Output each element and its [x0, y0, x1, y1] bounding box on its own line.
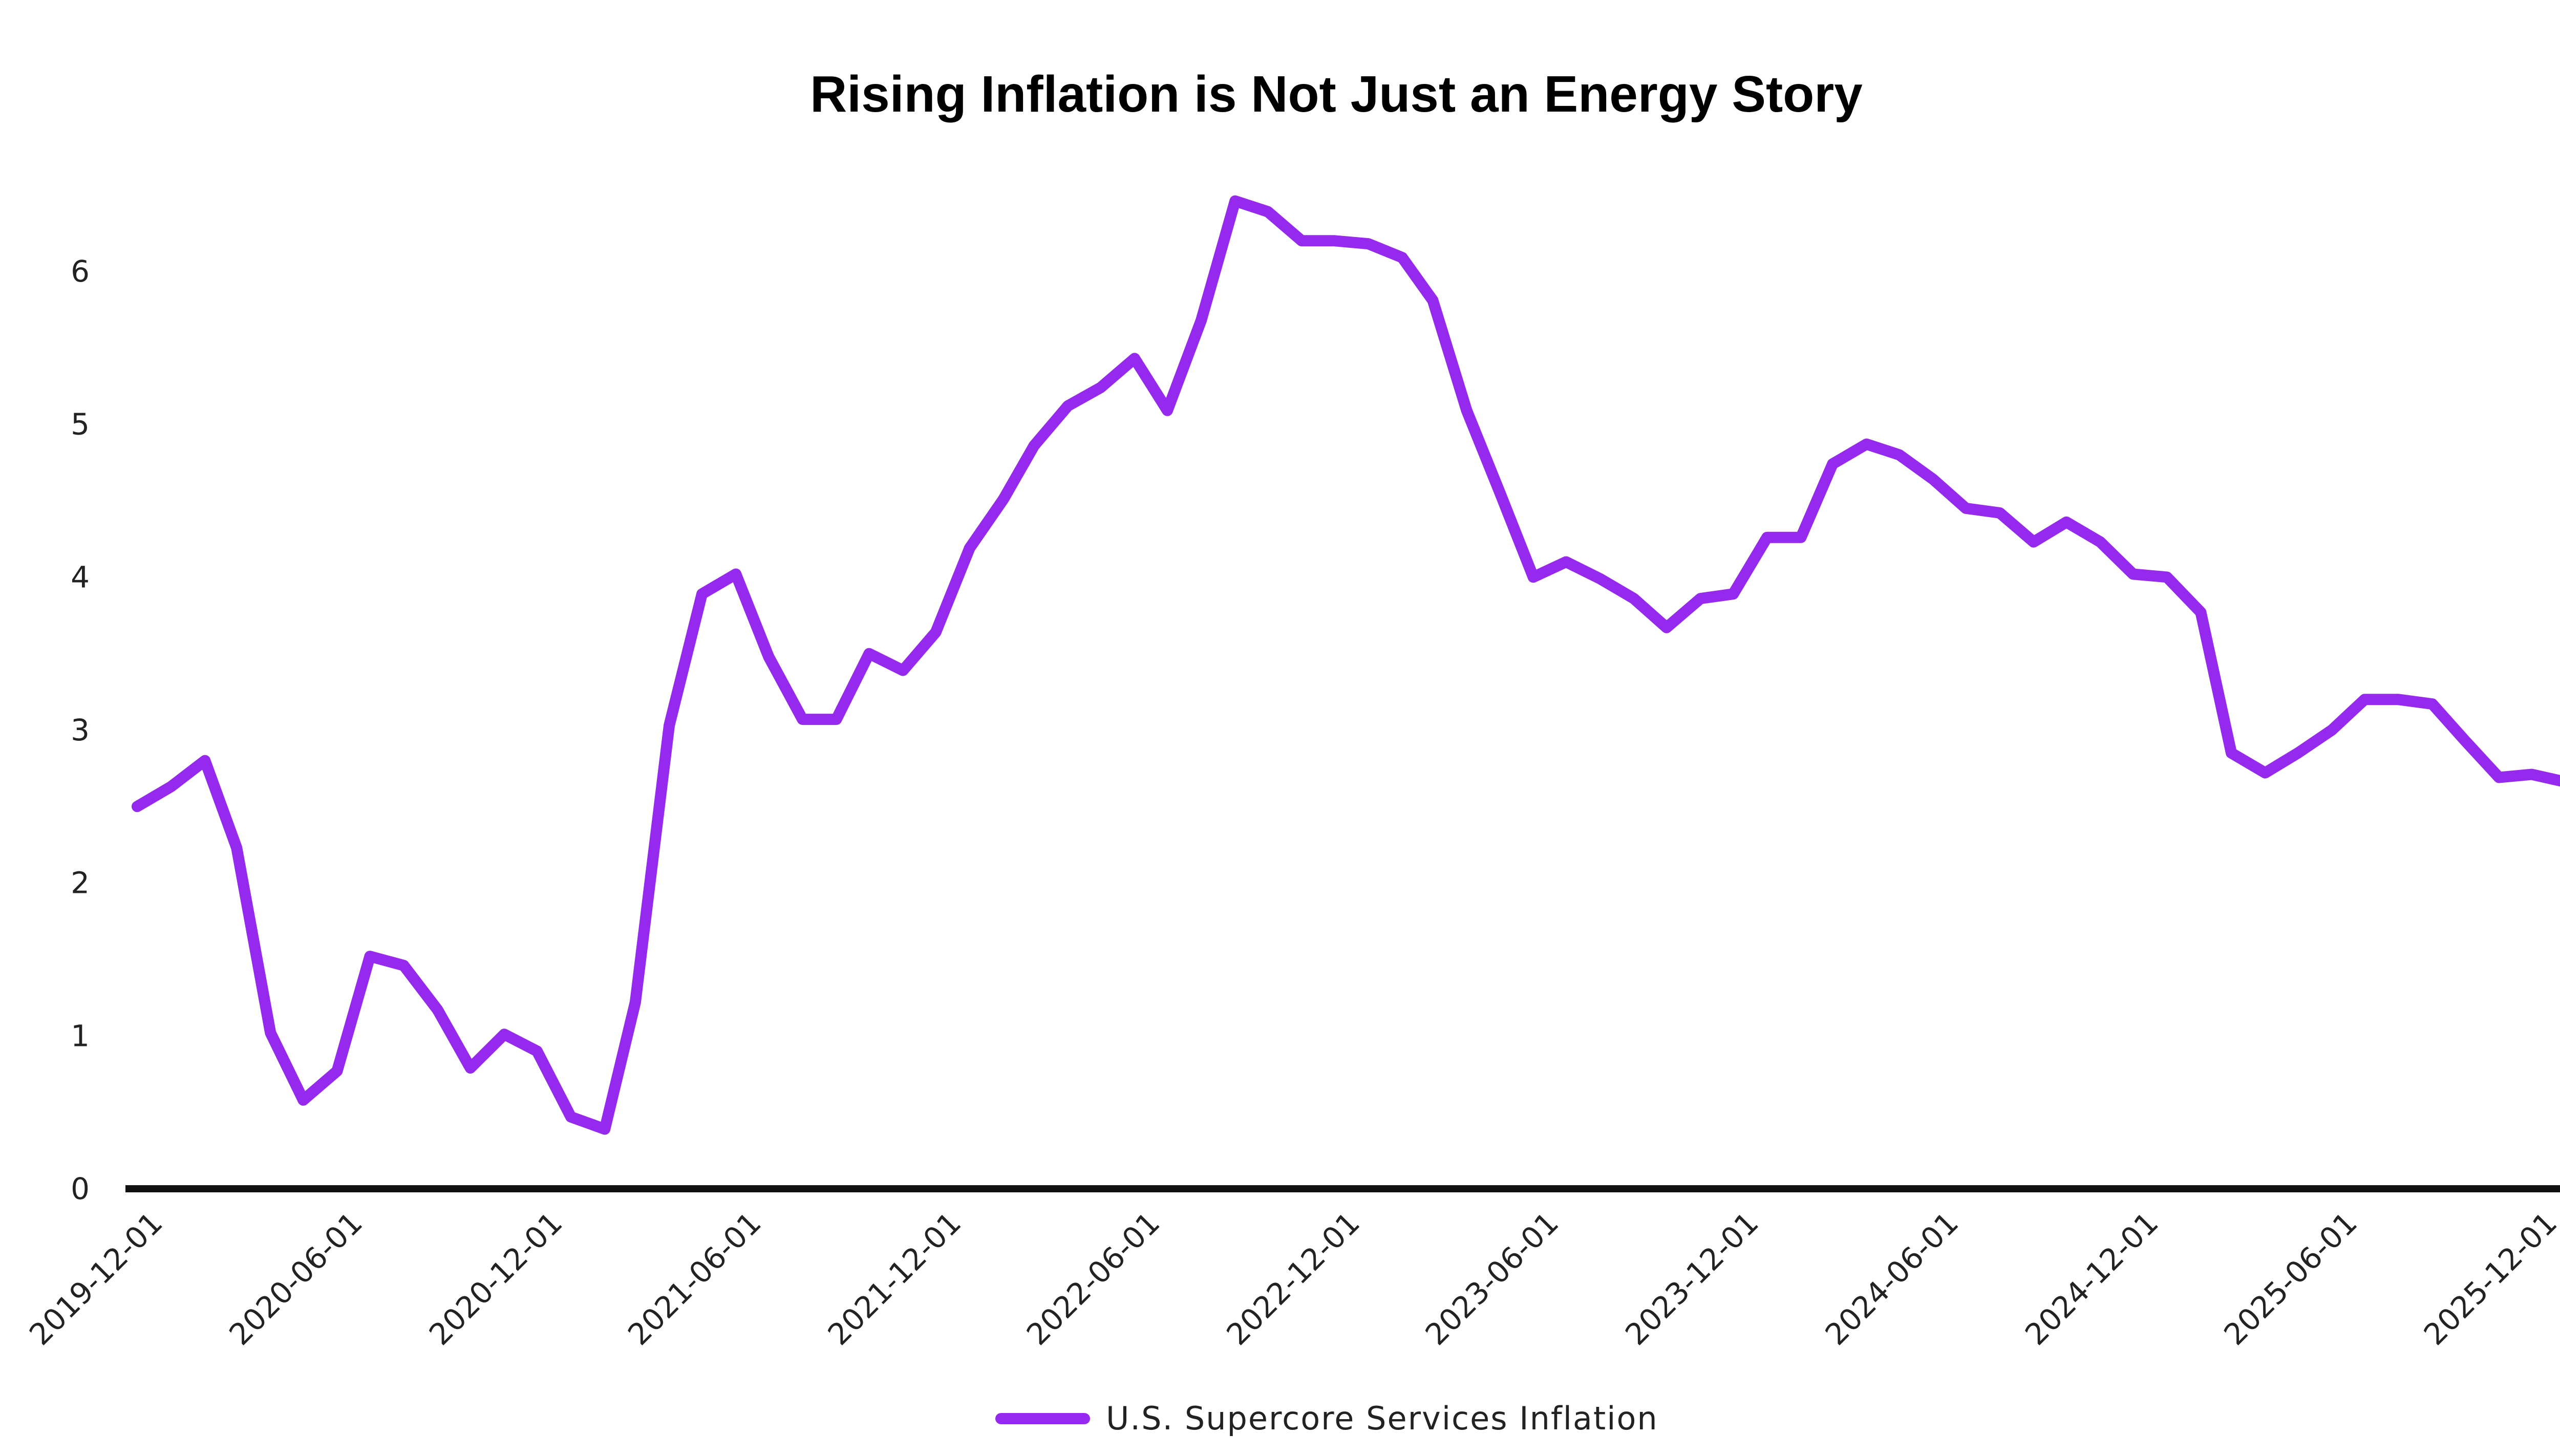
x-tick-label: 2023-06-01	[1419, 1205, 1565, 1352]
y-tick-label: 3	[71, 713, 90, 747]
y-tick-label: 0	[71, 1171, 90, 1206]
series-line	[132, 195, 2560, 1135]
x-tick-label: 2024-06-01	[1819, 1205, 1965, 1352]
y-tick-label: 5	[71, 407, 90, 442]
x-tick-label: 2021-06-01	[621, 1205, 767, 1352]
x-tick-label: 2024-12-01	[2018, 1205, 2165, 1352]
y-tick-label: 4	[71, 560, 90, 594]
x-tick-label: 2021-12-01	[821, 1205, 968, 1352]
y-tick-label: 6	[71, 254, 90, 289]
x-tick-label: 2020-12-01	[422, 1205, 569, 1352]
x-tick-label: 2022-12-01	[1220, 1205, 1366, 1352]
legend: U.S. Supercore Services Inflation	[995, 1400, 1658, 1437]
y-axis-ticks: 0 1 2 3 4 5 6	[71, 254, 90, 1206]
x-tick-label: 2023-12-01	[1618, 1205, 1765, 1352]
legend-label: U.S. Supercore Services Inflation	[1106, 1400, 1658, 1437]
x-tick-label: 2025-06-01	[2217, 1205, 2363, 1352]
x-tick-label: 2019-12-01	[23, 1205, 169, 1352]
x-axis-ticks: 2019-12-01 2020-06-01 2020-12-01 2021-06-01…	[23, 1205, 2560, 1352]
y-tick-label: 1	[71, 1018, 90, 1053]
chart-title: Rising Inflation is Not Just an Energy S…	[810, 66, 1863, 123]
x-tick-label: 2020-06-01	[222, 1205, 369, 1352]
y-tick-label: 2	[71, 866, 90, 901]
x-tick-label: 2025-12-01	[2417, 1205, 2560, 1352]
x-tick-label: 2022-06-01	[1020, 1205, 1166, 1352]
